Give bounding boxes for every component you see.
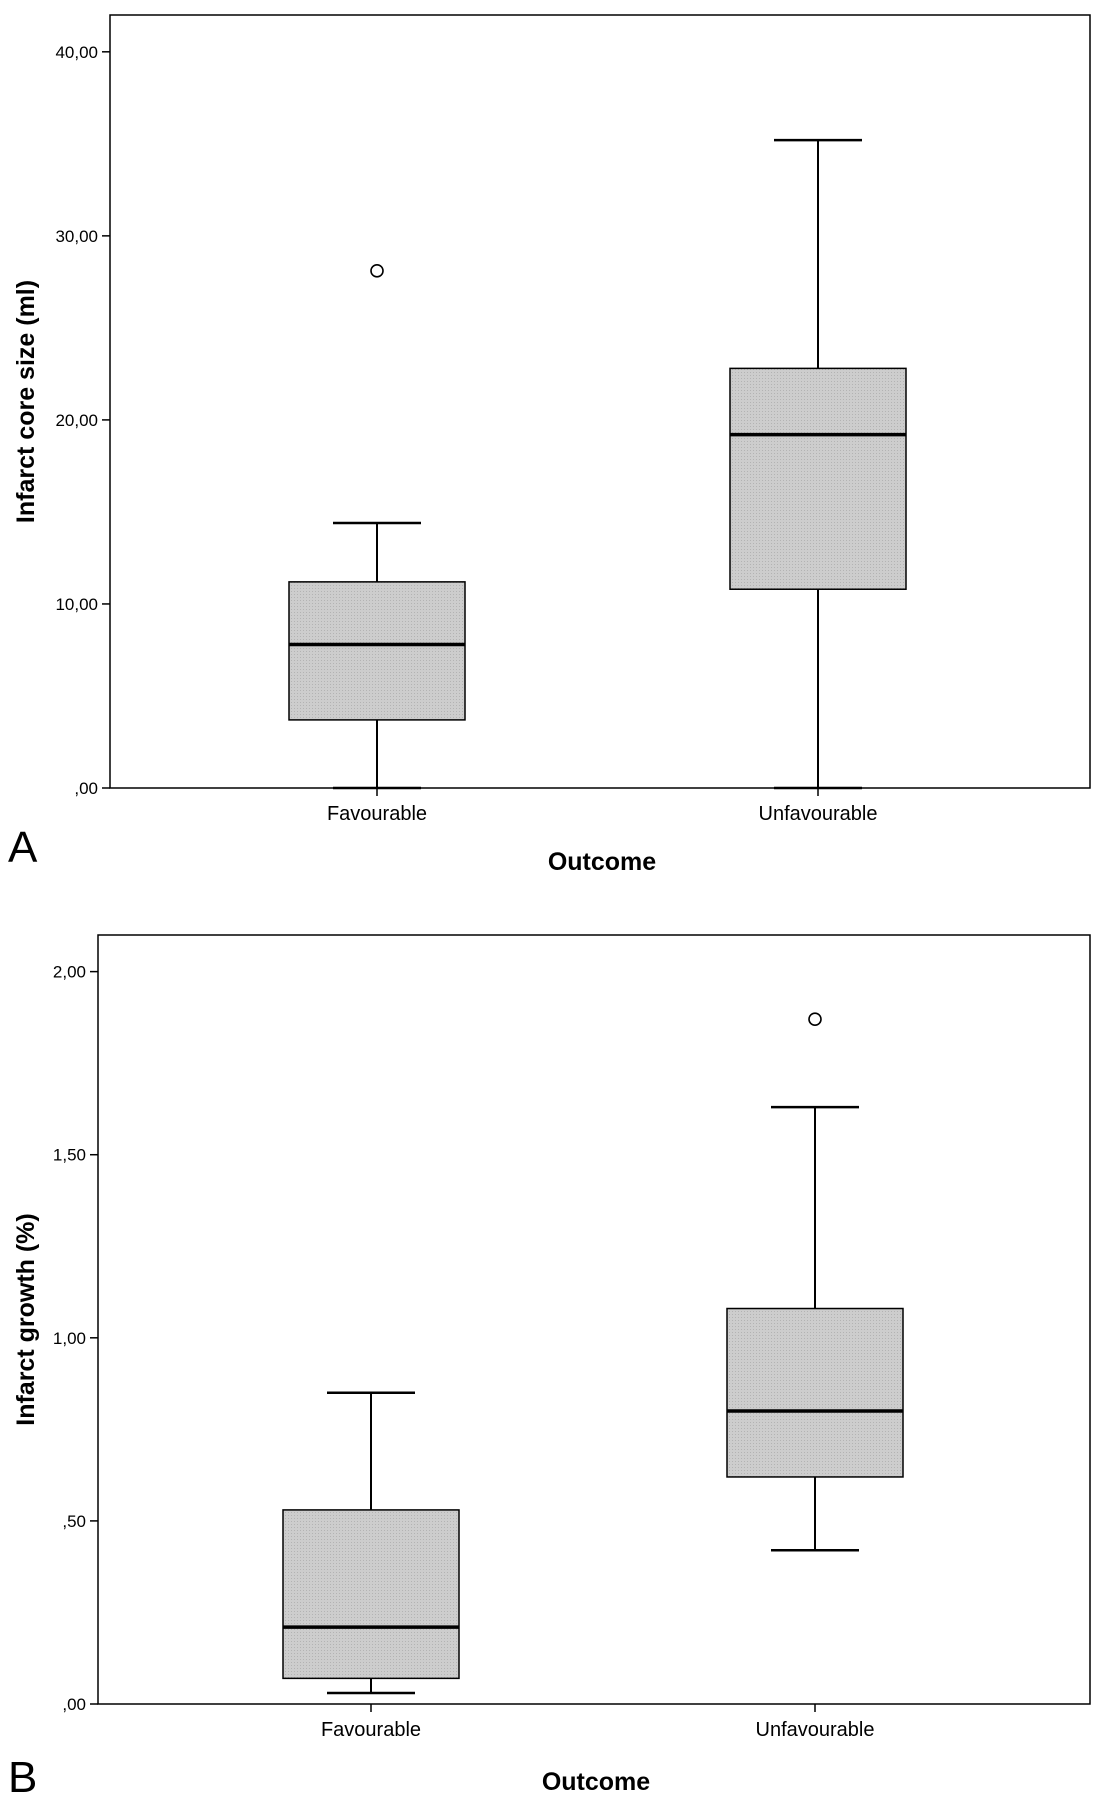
outlier-point: [370, 264, 384, 278]
x-axis-label: Outcome: [548, 848, 656, 876]
y-tick-label: 10,00: [55, 595, 98, 614]
plot-frame: [109, 14, 1091, 789]
box-unfavourable: [729, 138, 907, 790]
iqr-box: [726, 1307, 904, 1478]
x-axis-label: Outcome: [542, 1768, 650, 1796]
y-tick-label: 1,50: [53, 1146, 86, 1165]
y-tick-label: 1,00: [53, 1329, 86, 1348]
y-tick-label: ,50: [62, 1512, 86, 1531]
category-label: Unfavourable: [756, 1719, 875, 1741]
box-favourable: [288, 264, 466, 790]
y-tick-label: ,00: [62, 1695, 86, 1714]
box-unfavourable: [726, 1012, 904, 1552]
category-label: Favourable: [327, 803, 427, 825]
plot-frame: [97, 934, 1091, 1705]
y-tick-label: 30,00: [55, 227, 98, 246]
charts-container: ,00 10,00 20,00 30,00 40,00 Favourable Unfavou…: [8, 14, 1091, 1800]
category-label: Favourable: [321, 1719, 421, 1741]
category-label: Unfavourable: [759, 803, 878, 825]
iqr-box: [729, 367, 907, 590]
outlier-point: [808, 1012, 822, 1027]
iqr-box: [282, 1509, 460, 1680]
box-favourable: [282, 1391, 460, 1695]
chart-panel-b: ,00 ,50 1,00 1,50 2,00 Favourable Unfavourable…: [8, 934, 1091, 1800]
chart-panel-a: ,00 10,00 20,00 30,00 40,00 Favourable Unfavou…: [8, 14, 1091, 876]
y-tick-label: 2,00: [53, 963, 86, 982]
y-tick-label: 40,00: [55, 43, 98, 62]
y-tick-label: ,00: [74, 779, 98, 798]
y-tick-label: 20,00: [55, 411, 98, 430]
panel-label: B: [8, 1753, 37, 1800]
iqr-box: [288, 581, 466, 721]
y-axis-label: Infarct core size (ml): [12, 280, 40, 523]
y-axis-label: Infarct growth (%): [12, 1213, 40, 1426]
panel-label: A: [8, 823, 38, 872]
